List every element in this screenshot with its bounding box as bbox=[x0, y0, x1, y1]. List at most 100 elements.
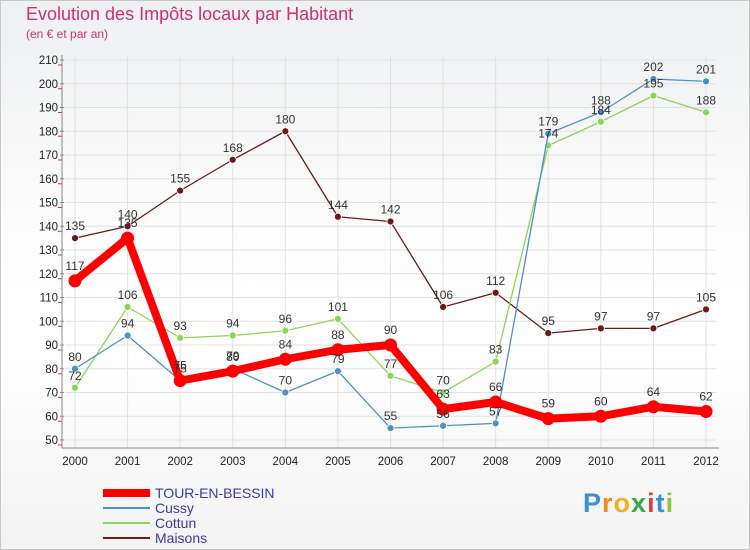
data-point bbox=[702, 305, 710, 314]
data-label: 79 bbox=[226, 349, 240, 363]
data-point bbox=[649, 91, 658, 100]
x-tick-label: 2009 bbox=[535, 456, 561, 468]
data-point bbox=[71, 234, 79, 243]
data-point bbox=[123, 303, 132, 311]
logo-letter: i bbox=[665, 488, 675, 518]
x-tick-label: 2010 bbox=[588, 456, 614, 468]
axes: 50 60 70 80 90 100 110 120 130 140 150 160 170 180 190… bbox=[39, 55, 719, 468]
legend-label: Maisons bbox=[155, 530, 207, 546]
x-tick-label: 2007 bbox=[430, 456, 456, 468]
logo-letter: P bbox=[583, 488, 603, 518]
data-label: 80 bbox=[68, 350, 82, 364]
data-point bbox=[176, 186, 185, 195]
chart-subtitle: (en € et par an) bbox=[26, 27, 109, 41]
data-point bbox=[176, 333, 185, 342]
logo-letter: o bbox=[613, 488, 632, 518]
data-label: 179 bbox=[538, 115, 558, 129]
data-label: 168 bbox=[223, 141, 243, 155]
data-point bbox=[384, 338, 397, 352]
legend-label: Cottun bbox=[155, 515, 196, 531]
data-label: 95 bbox=[542, 314, 556, 328]
data-label: 60 bbox=[594, 394, 608, 408]
x-tick-label: 2004 bbox=[273, 456, 299, 468]
data-point bbox=[334, 314, 342, 323]
data-point bbox=[226, 364, 240, 378]
y-tick-label: 100 bbox=[39, 316, 58, 328]
y-tick-label: 190 bbox=[39, 103, 58, 115]
data-point bbox=[228, 331, 237, 340]
data-label: 202 bbox=[643, 60, 663, 74]
data-point bbox=[281, 127, 290, 136]
data-label: 97 bbox=[594, 309, 608, 323]
data-label: 62 bbox=[699, 390, 713, 404]
data-point bbox=[439, 421, 447, 430]
data-label: 105 bbox=[696, 290, 716, 304]
data-point bbox=[228, 155, 237, 164]
data-label: 80 bbox=[226, 350, 240, 364]
data-point bbox=[491, 419, 500, 428]
data-point bbox=[594, 409, 608, 423]
data-label: 174 bbox=[538, 127, 558, 141]
data-point bbox=[702, 77, 710, 86]
data-point bbox=[281, 388, 290, 397]
data-point bbox=[491, 288, 500, 297]
data-label: 195 bbox=[643, 77, 663, 91]
y-tick-label: 110 bbox=[40, 293, 58, 305]
y-tick-label: 50 bbox=[45, 435, 58, 447]
data-label: 90 bbox=[384, 323, 398, 337]
data-point bbox=[439, 303, 447, 311]
data-label: 57 bbox=[489, 404, 503, 418]
data-label: 94 bbox=[121, 317, 135, 331]
data-point bbox=[123, 331, 132, 340]
data-point bbox=[173, 374, 187, 388]
data-label: 188 bbox=[696, 93, 716, 107]
data-point bbox=[281, 326, 290, 335]
data-point bbox=[541, 412, 555, 426]
data-point bbox=[596, 324, 605, 333]
x-tick-label: 2011 bbox=[641, 456, 666, 468]
data-label: 75 bbox=[173, 362, 187, 376]
x-tick-label: 2001 bbox=[115, 456, 141, 468]
data-label: 66 bbox=[489, 380, 503, 394]
proxiti-logo: Proxiti bbox=[583, 488, 674, 519]
data-label: 79 bbox=[331, 352, 345, 366]
data-point bbox=[649, 75, 658, 83]
data-point bbox=[439, 388, 447, 397]
data-point bbox=[436, 402, 450, 416]
y-tick-label: 200 bbox=[39, 79, 58, 91]
data-label: 55 bbox=[384, 409, 398, 423]
legend-label: TOUR-EN-BESSIN bbox=[155, 485, 275, 501]
x-tick-label: 2006 bbox=[378, 456, 404, 468]
logo-letter: t bbox=[655, 488, 666, 518]
data-label: 140 bbox=[118, 207, 138, 221]
data-point bbox=[71, 383, 79, 392]
data-point bbox=[596, 108, 605, 117]
data-label: 83 bbox=[489, 343, 503, 357]
data-label: 135 bbox=[118, 216, 138, 230]
y-tick-label: 170 bbox=[39, 150, 58, 162]
x-tick-label: 2002 bbox=[167, 456, 193, 468]
data-label: 155 bbox=[170, 172, 190, 186]
data-point bbox=[699, 405, 713, 418]
y-tick-label: 70 bbox=[45, 388, 58, 400]
y-tick-label: 180 bbox=[39, 126, 58, 138]
data-point bbox=[649, 324, 658, 333]
data-point bbox=[121, 231, 135, 245]
data-point bbox=[386, 217, 395, 226]
data-point bbox=[646, 400, 660, 414]
data-label: 101 bbox=[328, 300, 348, 314]
data-point bbox=[596, 117, 605, 126]
data-point bbox=[702, 108, 710, 117]
y-tick-label: 120 bbox=[39, 269, 58, 281]
data-label: 117 bbox=[65, 259, 84, 273]
data-label: 56 bbox=[436, 407, 450, 421]
data-label: 75 bbox=[173, 359, 187, 373]
data-label: 142 bbox=[380, 203, 400, 217]
data-label: 63 bbox=[436, 387, 450, 401]
data-point bbox=[386, 424, 395, 433]
data-point bbox=[489, 395, 503, 409]
data-label: 135 bbox=[65, 219, 85, 233]
chart-title: Evolution des Impôts locaux par Habitant bbox=[26, 4, 354, 24]
